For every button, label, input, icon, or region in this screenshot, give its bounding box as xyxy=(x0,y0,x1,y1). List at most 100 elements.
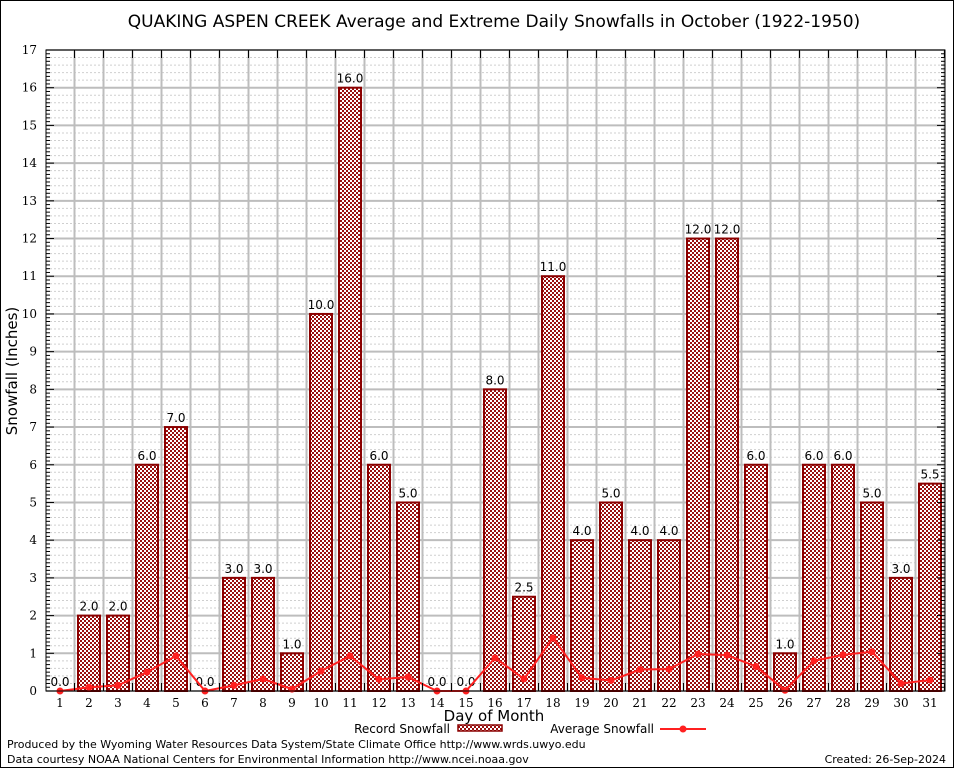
record-bar xyxy=(715,237,739,692)
average-point xyxy=(549,634,557,642)
x-tick-label: 15 xyxy=(458,696,473,710)
record-bar xyxy=(918,482,942,692)
x-tick-label: 23 xyxy=(690,696,705,710)
bar-value-label: 3.0 xyxy=(224,562,243,576)
bar-value-label: 12.0 xyxy=(685,223,712,237)
average-point xyxy=(868,648,876,656)
y-tick-label: 6 xyxy=(29,458,37,472)
x-tick-label: 14 xyxy=(429,696,445,710)
bar-value-label: 5.0 xyxy=(601,486,620,500)
y-tick-label: 1 xyxy=(29,646,37,660)
legend-record-label: Record Snowfall xyxy=(354,722,450,736)
x-tick-label: 20 xyxy=(603,696,618,710)
average-point xyxy=(723,651,731,659)
bar-value-label: 10.0 xyxy=(308,298,335,312)
legend: Record Snowfall Average Snowfall xyxy=(354,722,706,736)
record-bar xyxy=(802,463,826,692)
y-axis-label: Snowfall (Inches) xyxy=(3,307,21,435)
bar-value-label: 0.0 xyxy=(50,675,69,689)
y-tick-label: 12 xyxy=(22,232,37,246)
average-point xyxy=(346,652,354,660)
bar-value-label: 8.0 xyxy=(485,373,504,387)
x-tick-label: 19 xyxy=(574,696,589,710)
bar-value-label: 4.0 xyxy=(630,524,649,538)
average-point xyxy=(85,683,93,691)
average-point xyxy=(520,675,528,683)
legend-record-swatch xyxy=(457,724,503,732)
record-bar xyxy=(309,312,333,692)
x-tick-label: 26 xyxy=(777,696,792,710)
record-bar xyxy=(483,388,507,692)
bar-value-label: 1.0 xyxy=(282,637,301,651)
average-point xyxy=(143,668,151,676)
y-tick-label: 5 xyxy=(29,495,37,509)
bar-value-label: 5.0 xyxy=(862,486,881,500)
x-tick-label: 18 xyxy=(545,696,560,710)
bar-labels: 0.0 2.0 2.0 6.0 7.0 0.0 3.0 3.0 1.0 10.0 16.0 6.0 5.… xyxy=(50,72,939,689)
record-bar xyxy=(222,576,246,692)
bar-value-label: 5.5 xyxy=(920,468,939,482)
y-tick-label: 10 xyxy=(22,307,37,321)
average-point xyxy=(752,662,760,670)
footer-produced-by: Produced by the Wyoming Water Resources … xyxy=(7,738,586,751)
record-bar xyxy=(686,237,710,692)
bar-value-label: 6.0 xyxy=(804,449,823,463)
bar-value-label: 4.0 xyxy=(659,524,678,538)
average-point xyxy=(694,650,702,658)
x-tick-label: 16 xyxy=(487,696,502,710)
y-tick-label: 8 xyxy=(29,382,37,396)
bar-value-label: 5.0 xyxy=(398,486,417,500)
bar-value-label: 3.0 xyxy=(253,562,272,576)
x-tick-label: 22 xyxy=(661,696,676,710)
x-tick-label: 7 xyxy=(230,696,238,710)
x-axis-label: Day of Month xyxy=(444,707,545,725)
bar-value-label: 6.0 xyxy=(369,449,388,463)
y-tick-label: 15 xyxy=(22,118,37,132)
x-tick-label: 11 xyxy=(342,696,357,710)
y-tick-label: 3 xyxy=(29,571,37,585)
average-point xyxy=(491,654,499,662)
average-point xyxy=(839,651,847,659)
average-point xyxy=(259,675,267,683)
bar-value-label: 2.5 xyxy=(514,581,533,595)
legend-average-label: Average Snowfall xyxy=(550,722,654,736)
record-bar xyxy=(77,614,101,693)
average-point xyxy=(781,686,789,694)
record-bar xyxy=(367,463,391,692)
bar-value-label: 6.0 xyxy=(746,449,765,463)
bar-value-label: 2.0 xyxy=(108,600,127,614)
x-tick-label: 12 xyxy=(371,696,386,710)
chart-title: QUAKING ASPEN CREEK Average and Extreme … xyxy=(128,12,860,32)
x-tick-label: 9 xyxy=(288,696,296,710)
x-tick-label: 25 xyxy=(748,696,763,710)
y-tick-label: 11 xyxy=(22,269,37,283)
average-point xyxy=(230,681,238,689)
bar-value-label: 2.0 xyxy=(79,600,98,614)
record-bar xyxy=(106,614,130,693)
x-tick-label: 6 xyxy=(201,696,209,710)
x-tick-label: 21 xyxy=(632,696,647,710)
bar-value-label: 0.0 xyxy=(427,675,446,689)
y-tick-label: 2 xyxy=(29,609,37,623)
x-tick-label: 30 xyxy=(893,696,908,710)
x-tick-label: 27 xyxy=(806,696,821,710)
average-point xyxy=(114,681,122,689)
average-point xyxy=(636,666,644,674)
bar-value-label: 4.0 xyxy=(572,524,591,538)
average-point xyxy=(288,685,296,693)
x-tick-label: 31 xyxy=(922,696,937,710)
legend-average-marker xyxy=(679,725,687,733)
average-point xyxy=(172,652,180,660)
average-point xyxy=(607,676,615,684)
x-tick-label: 5 xyxy=(172,696,180,710)
record-bar xyxy=(860,501,884,692)
x-tick-label: 10 xyxy=(313,696,328,710)
bar-value-label: 7.0 xyxy=(166,411,185,425)
record-bar xyxy=(541,275,565,692)
y-tick-label: 0 xyxy=(29,684,37,698)
y-tick-label: 14 xyxy=(22,156,38,170)
average-point xyxy=(404,673,412,681)
average-point xyxy=(926,676,934,684)
